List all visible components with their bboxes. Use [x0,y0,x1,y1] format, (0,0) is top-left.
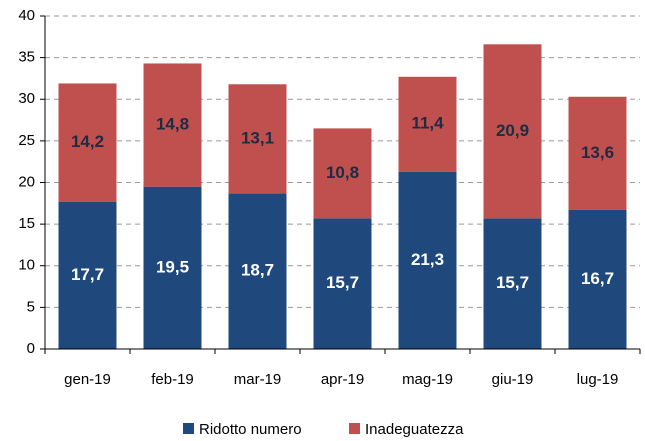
value-label: 14,8 [156,115,189,134]
value-label: 17,7 [71,265,104,284]
x-tick-label: giu-19 [492,371,534,388]
bar-segment [398,76,457,172]
x-tick-label: feb-19 [151,371,194,388]
value-label: 21,3 [411,250,444,269]
y-tick-label: 35 [18,49,35,66]
bar-segment [143,186,202,349]
x-tick-label: lug-19 [577,371,619,388]
bar-segment [228,84,287,194]
value-label: 20,9 [496,121,529,140]
value-label: 16,7 [581,269,614,288]
legend-label: Ridotto numero [199,421,302,438]
value-label: 14,2 [71,132,104,151]
bar-segment [483,44,542,219]
bar-segment [143,63,202,187]
bar-segment [228,193,287,349]
value-label: 13,6 [581,143,614,162]
bar-segment [568,209,627,349]
y-tick-label: 5 [27,298,35,315]
x-tick-label: gen-19 [64,371,111,388]
x-tick-label: apr-19 [321,371,364,388]
legend-label: Inadeguatezza [365,421,464,438]
x-tick-label: mar-19 [234,371,282,388]
y-tick-label: 20 [18,173,35,190]
y-tick-label: 15 [18,215,35,232]
bar-segment [483,218,542,349]
bar-segment [398,171,457,349]
y-tick-label: 10 [18,257,35,274]
value-label: 18,7 [241,261,274,280]
bar-segment [58,201,117,349]
x-tick-label: mag-19 [402,371,453,388]
bar-segment [568,96,627,210]
value-label: 19,5 [156,257,189,276]
value-label: 15,7 [326,273,359,292]
y-tick-label: 40 [18,7,35,24]
legend-swatch [349,423,360,434]
value-label: 15,7 [496,273,529,292]
y-tick-label: 30 [18,90,35,107]
y-tick-label: 25 [18,132,35,149]
legend-swatch [183,423,194,434]
bar-segment [58,83,117,202]
value-label: 13,1 [241,128,274,147]
y-tick-label: 0 [27,340,35,357]
bar-segment [313,218,372,349]
value-label: 10,8 [326,163,359,182]
value-label: 11,4 [411,114,444,133]
bar-segment [313,128,372,219]
